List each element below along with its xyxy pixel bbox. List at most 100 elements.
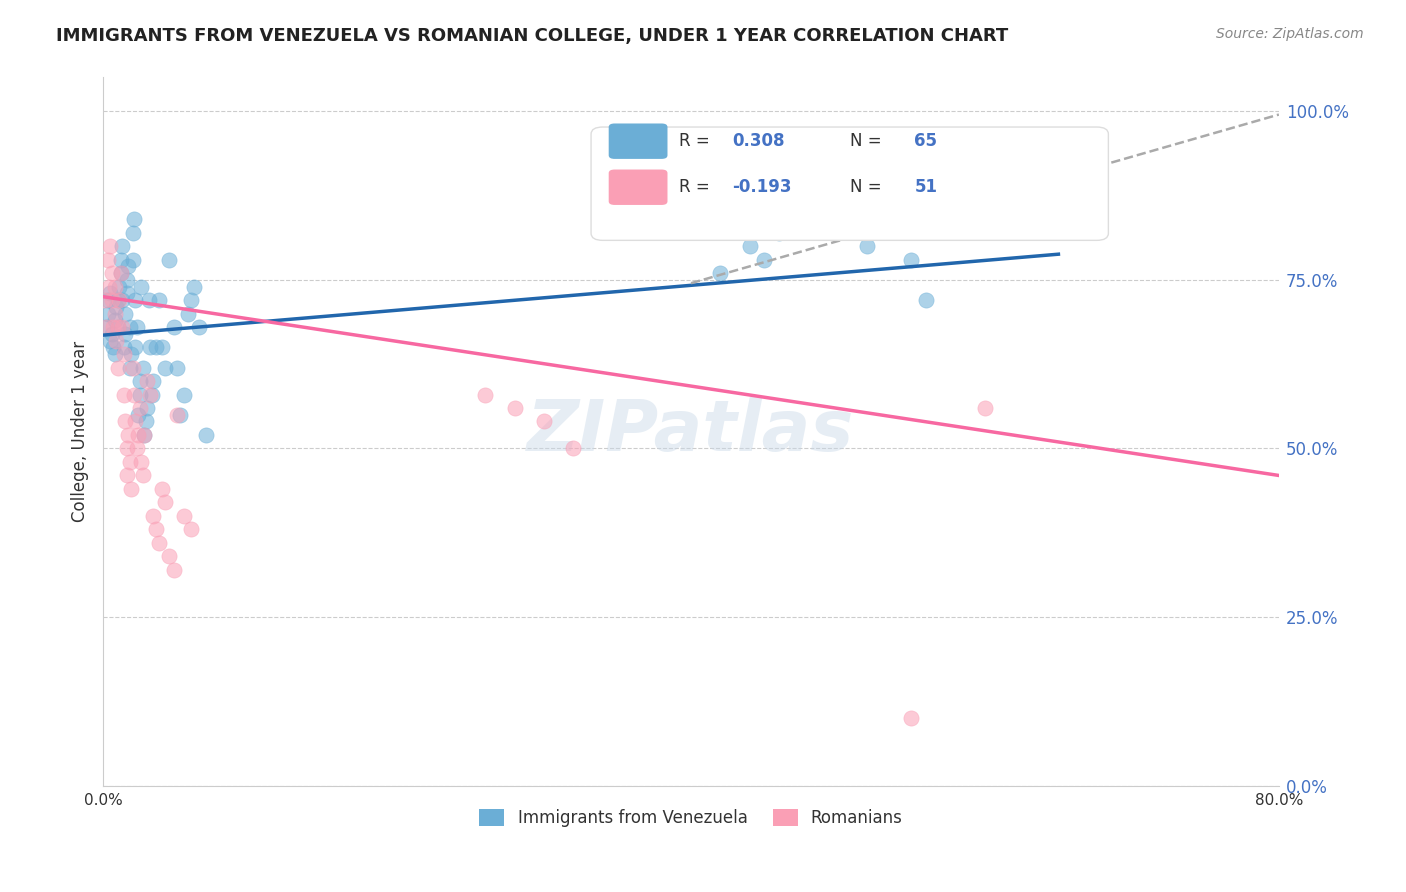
Point [96, 293, 118, 307]
Point [117, 260, 139, 274]
Text: IMMIGRANTS FROM VENEZUELA VS ROMANIAN COLLEGE, UNDER 1 YEAR CORRELATION CHART: IMMIGRANTS FROM VENEZUELA VS ROMANIAN CO… [56, 27, 1008, 45]
Point [150, 340, 173, 354]
Point [145, 523, 167, 537]
Point [112, 347, 135, 361]
Point [134, 428, 156, 442]
Point [125, 442, 148, 456]
Point [112, 340, 135, 354]
Point [856, 239, 879, 253]
Point [124, 415, 146, 429]
Point [105, 300, 128, 314]
Point [157, 252, 180, 267]
Point [148, 293, 170, 307]
Point [107, 360, 129, 375]
Point [112, 387, 135, 401]
Point [169, 408, 191, 422]
Point [118, 320, 141, 334]
Text: 0.308: 0.308 [733, 132, 785, 150]
Point [183, 279, 205, 293]
Point [562, 442, 585, 456]
Point [118, 455, 141, 469]
Legend: Immigrants from Venezuela, Romanians: Immigrants from Venezuela, Romanians [472, 803, 910, 834]
Point [173, 508, 195, 523]
Point [166, 408, 188, 422]
Point [103, 320, 125, 334]
Point [153, 495, 176, 509]
Point [115, 468, 138, 483]
Point [187, 320, 209, 334]
Point [533, 415, 555, 429]
Point [142, 508, 165, 523]
Point [150, 482, 173, 496]
Point [120, 347, 142, 361]
Point [93, 293, 115, 307]
Point [110, 266, 132, 280]
Point [139, 387, 162, 401]
Point [915, 293, 938, 307]
FancyBboxPatch shape [591, 127, 1108, 240]
Point [115, 273, 138, 287]
Point [101, 293, 124, 307]
Point [124, 293, 146, 307]
Point [132, 468, 155, 483]
Point [110, 266, 132, 280]
Point [120, 482, 142, 496]
Point [96, 252, 118, 267]
Point [503, 401, 526, 415]
Point [111, 293, 134, 307]
Point [131, 279, 153, 293]
Point [104, 279, 127, 293]
Point [195, 428, 218, 442]
Point [138, 293, 160, 307]
Point [127, 428, 149, 442]
Point [96, 307, 118, 321]
Point [900, 711, 922, 725]
Point [180, 523, 202, 537]
Text: ZIPatlas: ZIPatlas [527, 397, 855, 467]
Point [100, 239, 122, 253]
Point [107, 320, 129, 334]
Point [110, 252, 132, 267]
Point [121, 252, 143, 267]
Text: 51: 51 [914, 178, 938, 196]
Point [122, 212, 145, 227]
Point [117, 428, 139, 442]
Point [100, 334, 122, 348]
Text: Source: ZipAtlas.com: Source: ZipAtlas.com [1216, 27, 1364, 41]
Point [122, 387, 145, 401]
Point [153, 360, 176, 375]
Point [108, 293, 131, 307]
Point [974, 401, 997, 415]
Point [107, 293, 129, 307]
Point [136, 401, 159, 415]
Point [132, 360, 155, 375]
Text: N =: N = [849, 132, 887, 150]
Point [709, 266, 731, 280]
Point [139, 340, 162, 354]
Point [108, 279, 131, 293]
Point [107, 320, 129, 334]
Point [111, 320, 134, 334]
FancyBboxPatch shape [609, 123, 668, 159]
Point [131, 455, 153, 469]
Point [900, 252, 922, 267]
Point [101, 326, 124, 341]
Point [134, 428, 156, 442]
Point [114, 307, 136, 321]
Point [111, 239, 134, 253]
Point [135, 415, 157, 429]
Point [114, 326, 136, 341]
Point [104, 347, 127, 361]
Point [148, 536, 170, 550]
Point [128, 387, 150, 401]
Text: N =: N = [849, 178, 887, 196]
Point [180, 293, 202, 307]
Point [104, 307, 127, 321]
Point [754, 252, 776, 267]
Point [118, 360, 141, 375]
Point [177, 307, 200, 321]
Text: 65: 65 [914, 132, 938, 150]
Point [105, 334, 128, 348]
Point [768, 226, 790, 240]
Point [98, 279, 121, 293]
